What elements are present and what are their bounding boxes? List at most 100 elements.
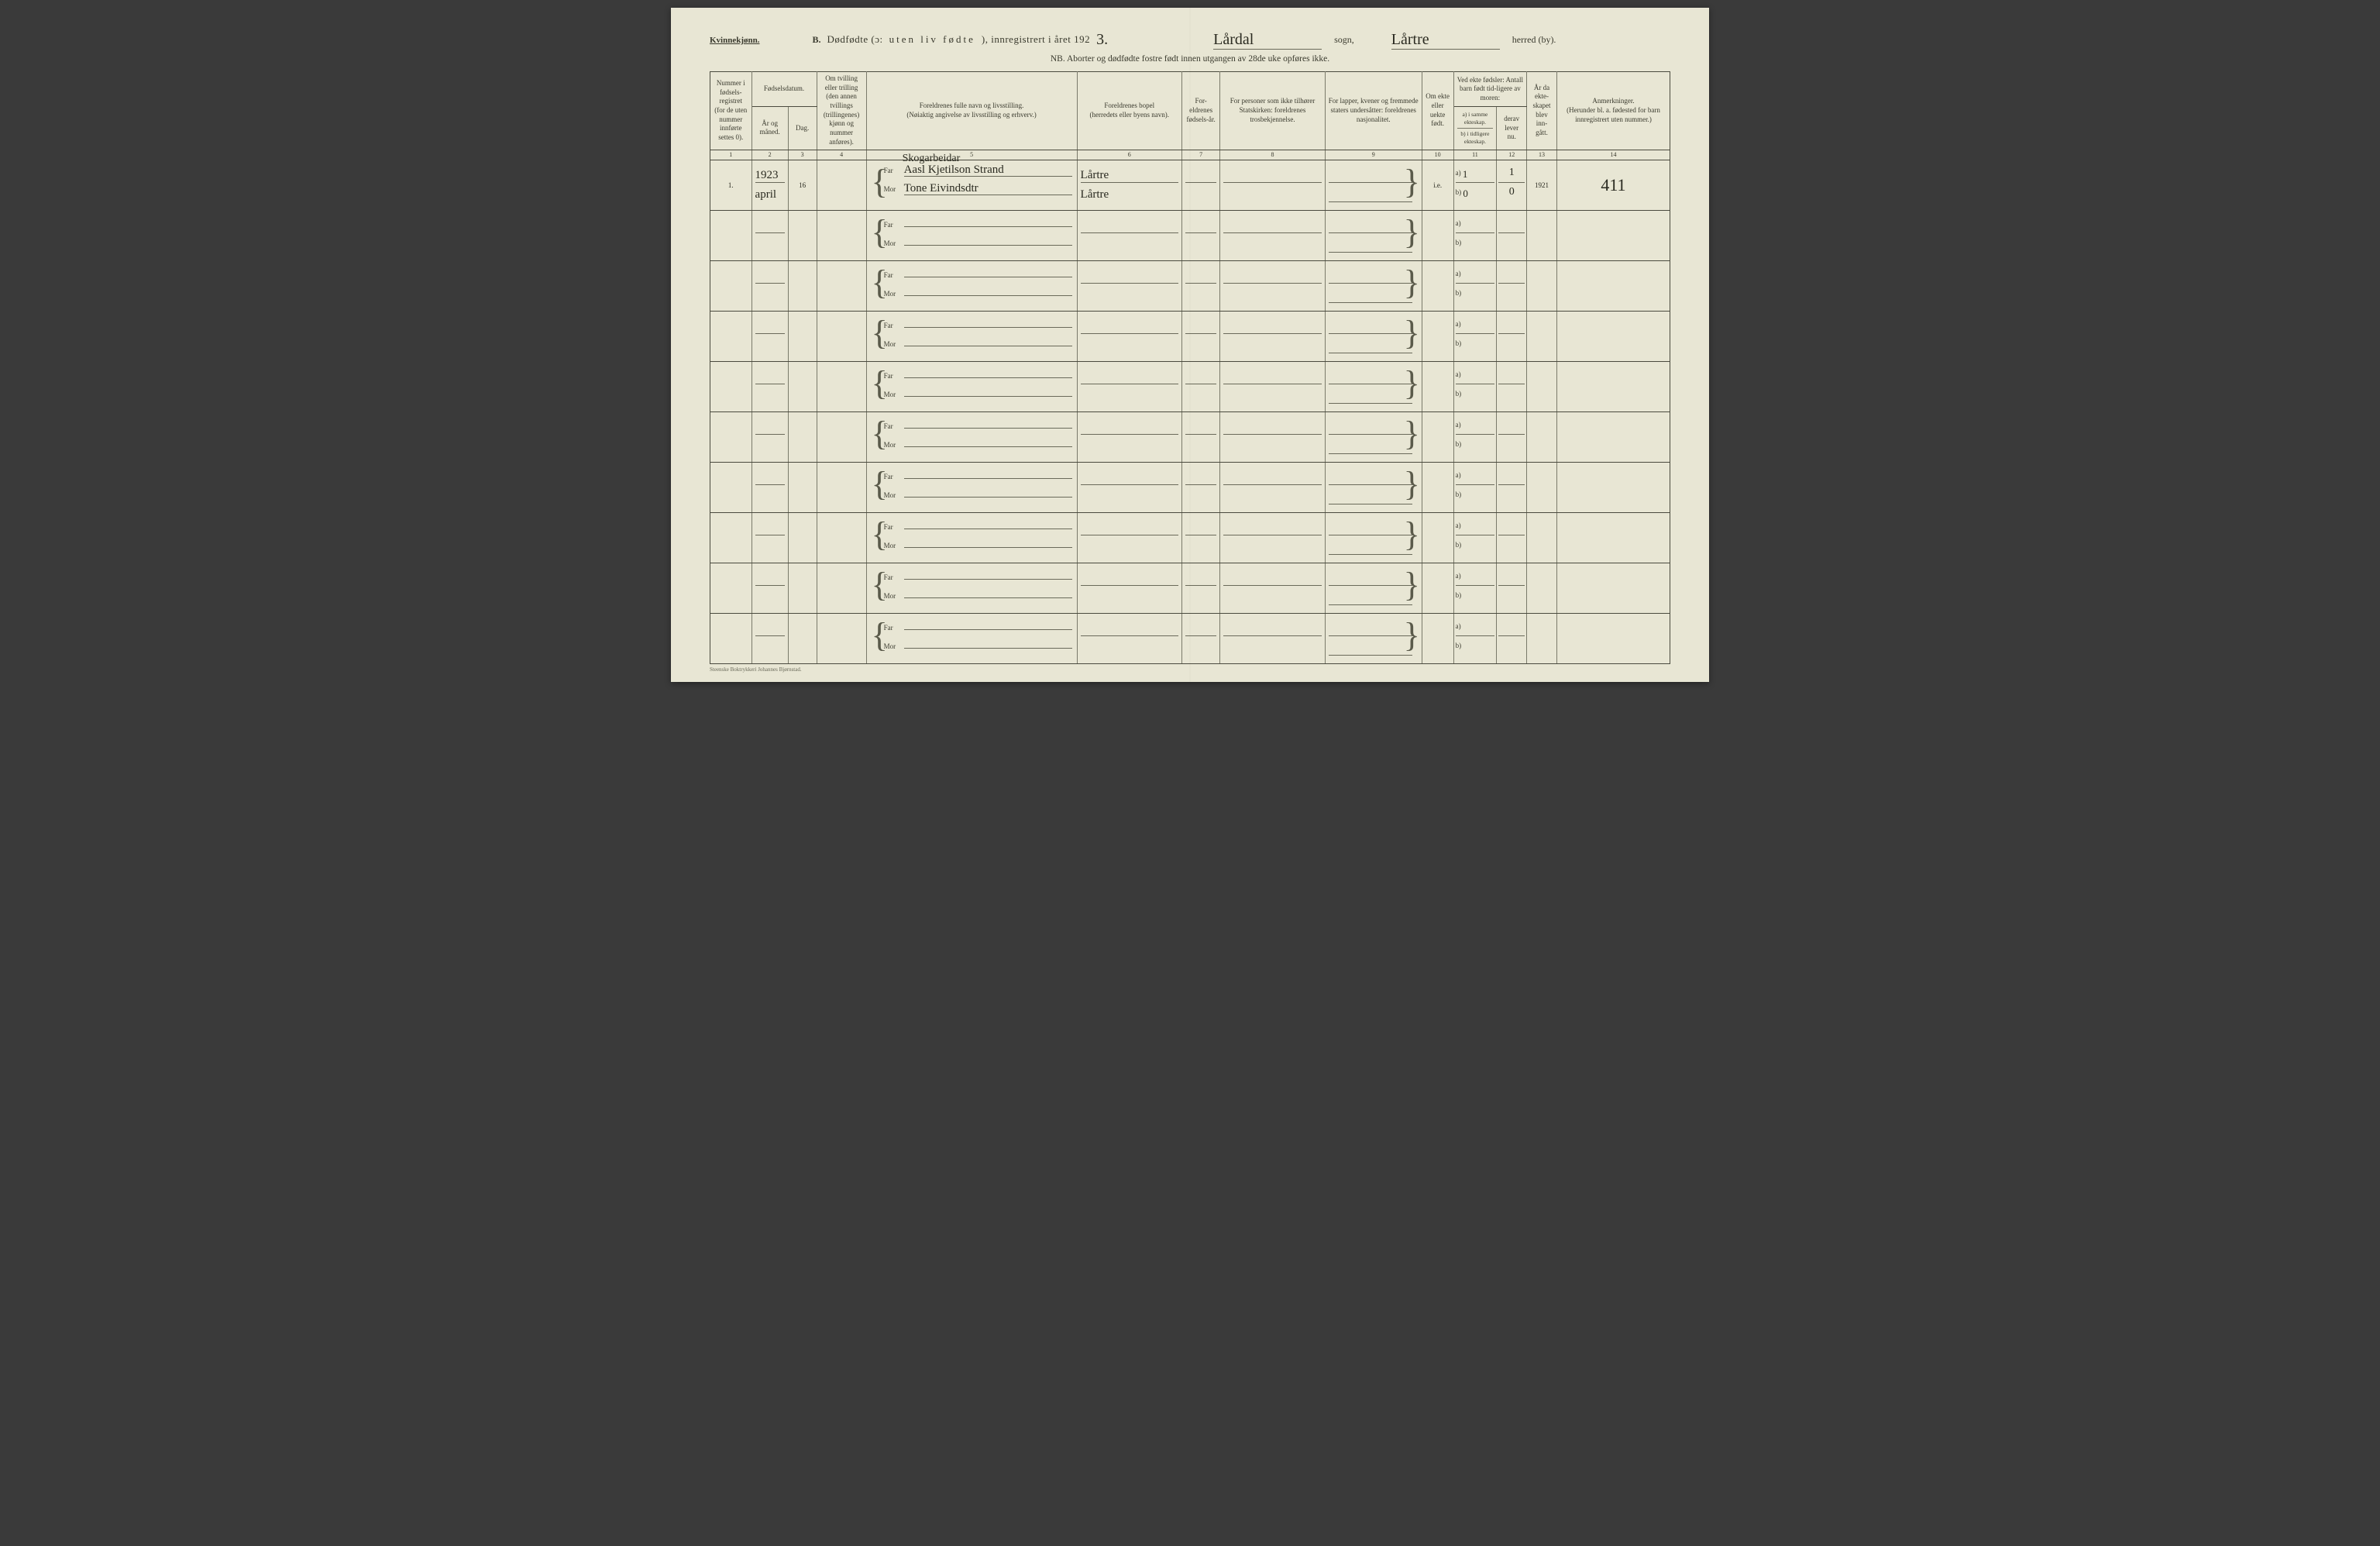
cell-marriage-year bbox=[1527, 361, 1557, 411]
col-11a-header: a) i samme ekteskap. b) i tidligere ekte… bbox=[1453, 107, 1497, 150]
cell-day bbox=[788, 311, 817, 361]
cell-ab: a) 1 b) 0 bbox=[1453, 160, 1497, 210]
col-11-header-top: Ved ekte fødsler: Antall barn født tid-l… bbox=[1453, 72, 1526, 107]
cell-year-month bbox=[751, 563, 788, 613]
a-label: a) bbox=[1456, 219, 1461, 227]
table-head: Nummer i fødsels-registret (for de uten … bbox=[710, 72, 1670, 160]
far-name bbox=[904, 264, 1072, 277]
b-label: b) bbox=[1456, 642, 1462, 649]
b-label: b) bbox=[1456, 289, 1462, 297]
cell-num bbox=[710, 462, 752, 512]
cell-parents: { Far Mor bbox=[866, 411, 1077, 462]
printer-footer: Steenske Boktrykkeri Johannes Bjørnstad. bbox=[710, 666, 802, 673]
cell-religion bbox=[1220, 512, 1325, 563]
colnum: 8 bbox=[1220, 150, 1325, 160]
title-spaced: uten liv fødte bbox=[889, 33, 975, 46]
b-label: b) bbox=[1456, 239, 1462, 246]
cell-ab: a) b) bbox=[1453, 260, 1497, 311]
cell-twin bbox=[817, 512, 866, 563]
cell-twin bbox=[817, 210, 866, 260]
b-label: b) bbox=[1456, 188, 1462, 196]
cell-marriage-year bbox=[1527, 411, 1557, 462]
cell-note bbox=[1556, 260, 1670, 311]
cell-birthyear bbox=[1181, 311, 1219, 361]
cell-nationality: } bbox=[1325, 411, 1422, 462]
cell-parents: { Far Mor bbox=[866, 613, 1077, 663]
cell-nationality: } bbox=[1325, 462, 1422, 512]
cell-lever bbox=[1497, 613, 1527, 663]
cell-note bbox=[1556, 361, 1670, 411]
cell-nationality: } bbox=[1325, 613, 1422, 663]
table-row: { Far Mor } a) b) bbox=[710, 462, 1670, 512]
cell-place bbox=[1077, 210, 1181, 260]
col-6-header: Foreldrenes bopel (herredets eller byens… bbox=[1077, 72, 1181, 150]
col-2b-header: Dag. bbox=[788, 107, 817, 150]
a-label: a) bbox=[1456, 320, 1461, 328]
colnum: 11 bbox=[1453, 150, 1497, 160]
cell-twin bbox=[817, 613, 866, 663]
cell-place bbox=[1077, 260, 1181, 311]
cell-parents: Skogarbeidar { FarAasl Kjetilson Strand … bbox=[866, 160, 1077, 210]
cell-religion bbox=[1220, 160, 1325, 210]
cell-marriage-year bbox=[1527, 462, 1557, 512]
cell-parents: { Far Mor bbox=[866, 210, 1077, 260]
cell-parents: { Far Mor bbox=[866, 311, 1077, 361]
cell-marriage-year bbox=[1527, 563, 1557, 613]
subheader-note: NB. Aborter og dødfødte fostre født inne… bbox=[710, 54, 1670, 64]
title-tail: ), innregistrert i året 192 bbox=[982, 33, 1090, 46]
mor-name bbox=[904, 283, 1072, 296]
cell-birthyear bbox=[1181, 210, 1219, 260]
colnum: 3 bbox=[788, 150, 817, 160]
col-14-header: Anmerkninger. (Herunder bl. a. fødested … bbox=[1556, 72, 1670, 150]
left-brace-icon: { bbox=[872, 417, 888, 451]
cell-twin bbox=[817, 462, 866, 512]
cell-place bbox=[1077, 462, 1181, 512]
col-11b-text: b) i tidligere ekteskap. bbox=[1457, 128, 1494, 146]
cell-marriage-year: 1921 bbox=[1527, 160, 1557, 210]
colnum: 10 bbox=[1422, 150, 1453, 160]
cell-birthyear bbox=[1181, 361, 1219, 411]
cell-place: Lårtre Lårtre bbox=[1077, 160, 1181, 210]
year-digit-hw: 3. bbox=[1096, 31, 1108, 49]
col-5-header: Foreldrenes fulle navn og livsstilling. … bbox=[866, 72, 1077, 150]
right-brace-icon: } bbox=[1404, 568, 1420, 602]
far-name bbox=[904, 466, 1072, 479]
right-brace-icon: } bbox=[1404, 518, 1420, 552]
column-number-row: 1 2 3 4 5 6 7 8 9 10 11 12 13 14 bbox=[710, 150, 1670, 160]
cell-nationality: } bbox=[1325, 361, 1422, 411]
cell-place bbox=[1077, 361, 1181, 411]
left-brace-icon: { bbox=[872, 266, 888, 300]
cell-ekte bbox=[1422, 260, 1453, 311]
colnum: 2 bbox=[751, 150, 788, 160]
cell-place bbox=[1077, 613, 1181, 663]
cell-lever bbox=[1497, 361, 1527, 411]
far-name bbox=[904, 214, 1072, 227]
right-brace-icon: } bbox=[1404, 316, 1420, 350]
col-2a-header: År og måned. bbox=[751, 107, 788, 150]
mor-name bbox=[904, 232, 1072, 246]
b-value: 0 bbox=[1463, 188, 1468, 200]
cell-note bbox=[1556, 210, 1670, 260]
table-row: { Far Mor } a) b) bbox=[710, 311, 1670, 361]
cell-day bbox=[788, 613, 817, 663]
cell-day bbox=[788, 361, 817, 411]
cell-lever bbox=[1497, 260, 1527, 311]
cell-lever bbox=[1497, 563, 1527, 613]
far-name bbox=[904, 415, 1072, 429]
cell-note bbox=[1556, 311, 1670, 361]
cell-year-month bbox=[751, 512, 788, 563]
mor-name bbox=[904, 384, 1072, 397]
cell-ab: a) b) bbox=[1453, 613, 1497, 663]
cell-birthyear bbox=[1181, 563, 1219, 613]
table-row: { Far Mor } a) b) bbox=[710, 411, 1670, 462]
a-label: a) bbox=[1456, 622, 1461, 630]
cell-birthyear bbox=[1181, 411, 1219, 462]
mor-name bbox=[904, 585, 1072, 598]
cell-num bbox=[710, 311, 752, 361]
cell-num bbox=[710, 361, 752, 411]
cell-place bbox=[1077, 311, 1181, 361]
cell-nationality: } bbox=[1325, 210, 1422, 260]
cell-religion bbox=[1220, 613, 1325, 663]
cell-religion bbox=[1220, 311, 1325, 361]
b-label: b) bbox=[1456, 339, 1462, 347]
